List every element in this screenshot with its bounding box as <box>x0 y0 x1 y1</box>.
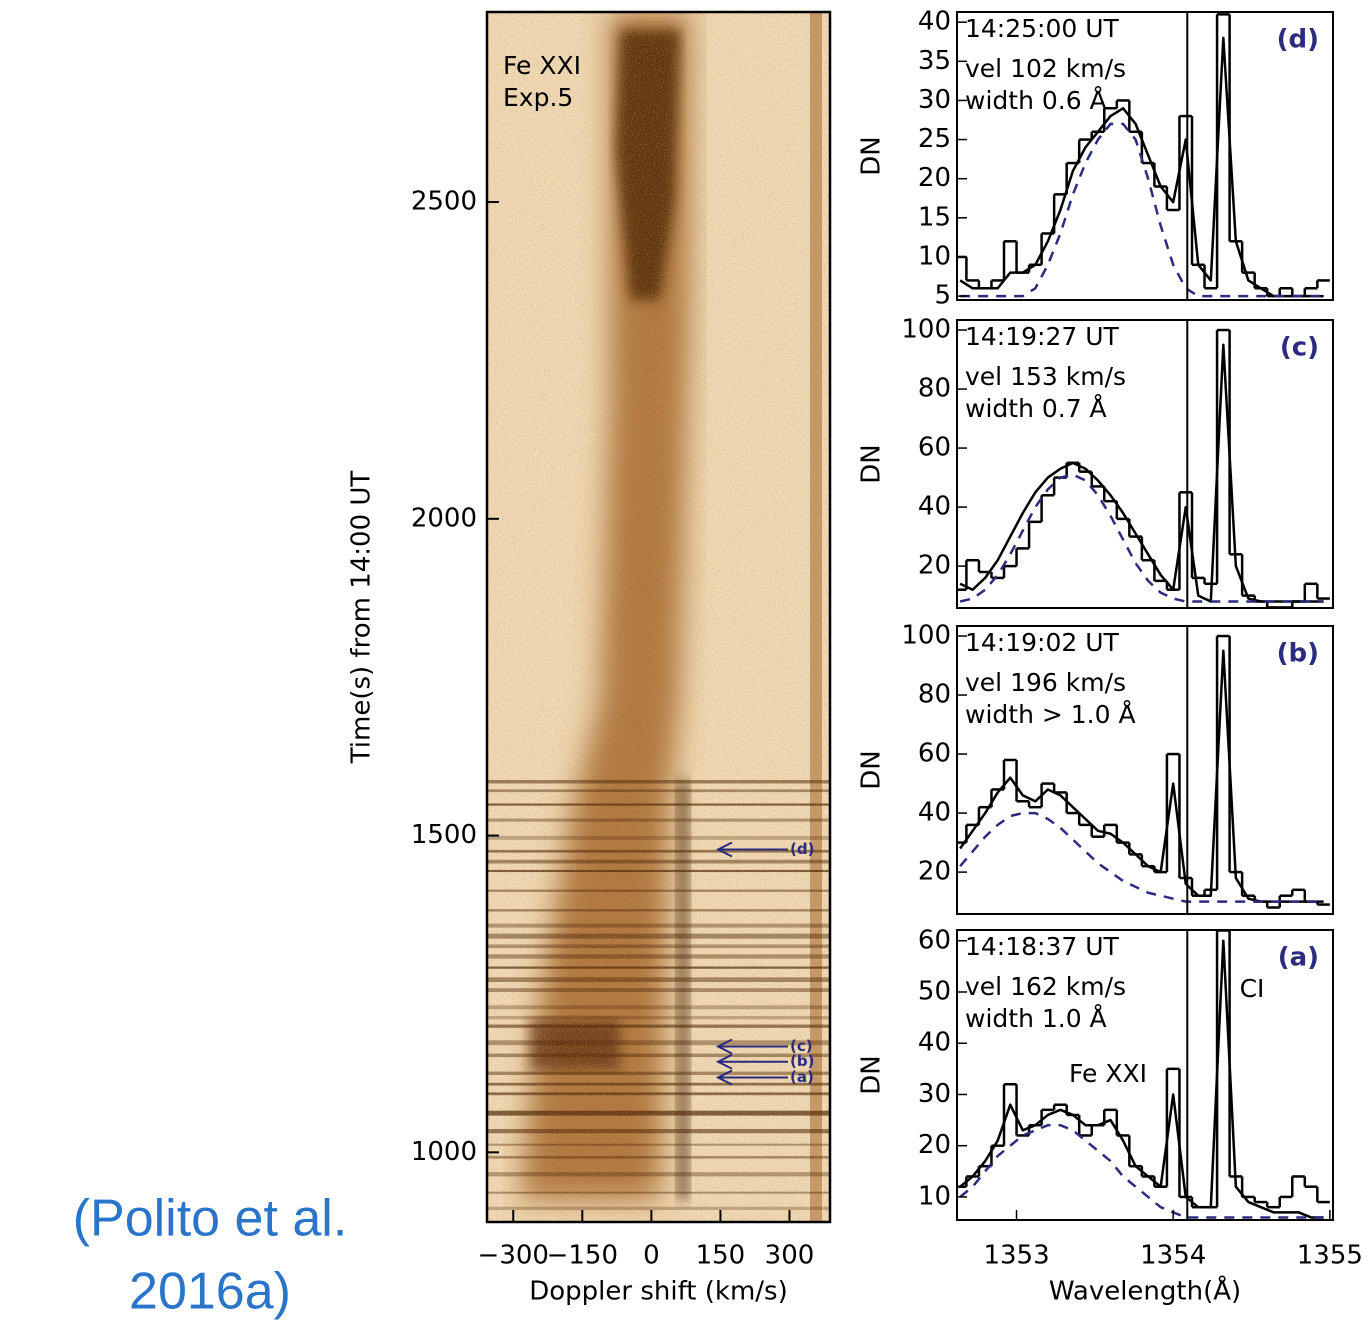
annotation: 14:25:00 UT <box>965 14 1120 43</box>
y-tick-label: 40 <box>918 1028 951 1058</box>
y-tick-label: 10 <box>918 1181 951 1211</box>
x-tick-label: 150 <box>696 1241 746 1271</box>
y-tick-label: 10 <box>918 241 951 271</box>
y-tick-label: 40 <box>918 798 951 828</box>
annotation: 14:19:02 UT <box>965 628 1120 657</box>
x-tick-label: 1353 <box>983 1241 1049 1271</box>
arrow-head <box>715 1053 733 1070</box>
component-line <box>959 811 1324 903</box>
annotation: width 0.6 Å <box>965 86 1107 115</box>
annotation: vel 153 km/s <box>965 362 1126 391</box>
annotation: vel 102 km/s <box>965 54 1126 83</box>
annotation: Exp.5 <box>503 83 573 112</box>
component-line <box>960 122 1324 298</box>
y-tick-label: 2500 <box>411 187 477 217</box>
arrow-label: (d) <box>790 840 814 858</box>
y-tick-label: 60 <box>918 925 951 955</box>
x-tick-label: 300 <box>765 1241 815 1271</box>
frame <box>956 319 1334 609</box>
x-tick-label: 1355 <box>1297 1241 1363 1271</box>
citation: 2016a) <box>129 1263 291 1321</box>
y-tick-label: 1000 <box>411 1137 477 1167</box>
y-tick-label: 25 <box>918 124 951 154</box>
x-tick-label: −150 <box>547 1241 618 1271</box>
frame <box>956 11 1334 301</box>
citation: (Polito et al. <box>73 1190 348 1248</box>
annotation: 14:19:27 UT <box>965 322 1120 351</box>
frame <box>956 625 1334 915</box>
noise <box>487 12 830 1222</box>
y-tick-label: 30 <box>918 85 951 115</box>
y-tick-label: 50 <box>918 976 951 1006</box>
arrow-label: (b) <box>790 1052 814 1070</box>
y-tick-label: 30 <box>918 1079 951 1109</box>
panel-label: (c) <box>1280 333 1319 363</box>
x-tick-label: 0 <box>643 1241 660 1271</box>
y-tick-label: 40 <box>918 7 951 37</box>
plot-area <box>957 930 1330 1219</box>
y-tick-label: 80 <box>918 680 951 710</box>
arrow-label: (a) <box>790 1068 814 1086</box>
line-label: Fe XXI <box>1069 1059 1147 1088</box>
annotation: 14:18:37 UT <box>965 932 1120 961</box>
fit-line <box>959 939 1324 1219</box>
component-line <box>959 1123 1324 1219</box>
annotation: width 0.7 Å <box>965 394 1107 423</box>
arrow-head <box>715 1038 733 1055</box>
y-axis-label: DN <box>857 1055 887 1094</box>
arrow-head <box>715 1069 733 1086</box>
arrow-label: (c) <box>790 1037 813 1055</box>
arrow-head <box>715 841 733 858</box>
y-tick-label: 20 <box>918 163 951 193</box>
y-tick-label: 1500 <box>411 820 477 850</box>
plot-area <box>957 634 1330 909</box>
y-tick-label: 20 <box>918 1130 951 1160</box>
annotation: width > 1.0 Å <box>965 700 1136 729</box>
y-tick-label: 100 <box>901 621 951 651</box>
x-axis-label: Doppler shift (km/s) <box>529 1277 788 1307</box>
y-tick-label: 15 <box>918 202 951 232</box>
annotation: width 1.0 Å <box>965 1004 1107 1033</box>
y-tick-label: 20 <box>918 551 951 581</box>
panel-label: (a) <box>1278 943 1319 973</box>
y-tick-label: 80 <box>918 374 951 404</box>
panel-label: (d) <box>1277 25 1319 55</box>
fit-line <box>959 36 1324 298</box>
y-tick-label: 20 <box>918 857 951 887</box>
frame <box>485 10 832 1224</box>
annotation: vel 196 km/s <box>965 668 1126 697</box>
annotation: Fe XXI <box>503 51 581 80</box>
x-tick-label: 1354 <box>1140 1241 1206 1271</box>
y-tick-label: 5 <box>934 281 951 311</box>
y-axis-label: DN <box>857 136 887 175</box>
y-axis-label: DN <box>857 750 887 789</box>
plot-area <box>957 328 1330 608</box>
y-axis-label: DN <box>857 444 887 483</box>
frame <box>956 929 1334 1221</box>
fit-line <box>959 343 1324 603</box>
x-axis-label: Wavelength(Å) <box>1049 1275 1241 1307</box>
y-tick-label: 60 <box>918 739 951 769</box>
y-axis-label: Time(s) from 14:00 UT <box>347 471 377 765</box>
y-tick-label: 100 <box>901 315 951 345</box>
plot-area <box>957 13 1330 298</box>
y-tick-label: 35 <box>918 46 951 76</box>
annotation: vel 162 km/s <box>965 972 1126 1001</box>
y-tick-label: 60 <box>918 433 951 463</box>
y-tick-label: 40 <box>918 492 951 522</box>
line-label: CI <box>1240 974 1265 1003</box>
y-tick-label: 2000 <box>411 503 477 533</box>
component-line <box>959 473 1324 603</box>
x-tick-label: −300 <box>478 1241 549 1271</box>
panel-label: (b) <box>1277 639 1319 669</box>
spectrogram <box>487 12 830 1222</box>
